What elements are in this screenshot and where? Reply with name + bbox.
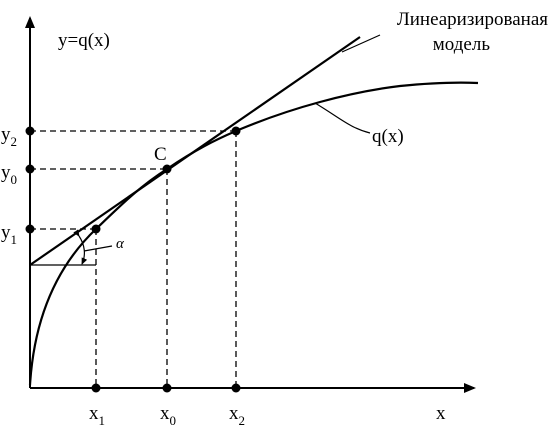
- curve-point-2: [231, 126, 241, 136]
- tangent-line: [29, 36, 361, 266]
- y0-label: y0: [1, 162, 17, 187]
- point-c-label: C: [154, 144, 167, 165]
- tangent-point-c: [162, 164, 172, 174]
- angle-arc: [73, 229, 88, 265]
- x2-label: x2: [229, 403, 245, 428]
- q-curve: [28, 81, 479, 386]
- linear-model-leader: [341, 34, 381, 53]
- y1-point: [25, 224, 35, 234]
- y0-point: [25, 164, 35, 174]
- curve-label: q(x): [372, 126, 404, 147]
- linear-model-label-line1: Линеаризированая: [397, 9, 548, 30]
- linear-model-label-line2: модель: [433, 34, 491, 55]
- x1-point: [91, 383, 101, 393]
- angle-leader: [83, 245, 113, 252]
- x1-label: x1: [89, 403, 105, 428]
- x0-point: [162, 383, 172, 393]
- y2-label: y2: [1, 124, 17, 149]
- x0-label: x0: [160, 403, 176, 428]
- x-axis-label: x: [436, 403, 446, 424]
- angle-label: α: [116, 236, 125, 252]
- x2-point: [231, 383, 241, 393]
- curve-point-1: [91, 224, 101, 234]
- y1-label: y1: [1, 222, 17, 247]
- y-axis-label: y=q(x): [58, 30, 110, 51]
- y2-point: [25, 126, 35, 136]
- curve-label-leader: [314, 102, 371, 134]
